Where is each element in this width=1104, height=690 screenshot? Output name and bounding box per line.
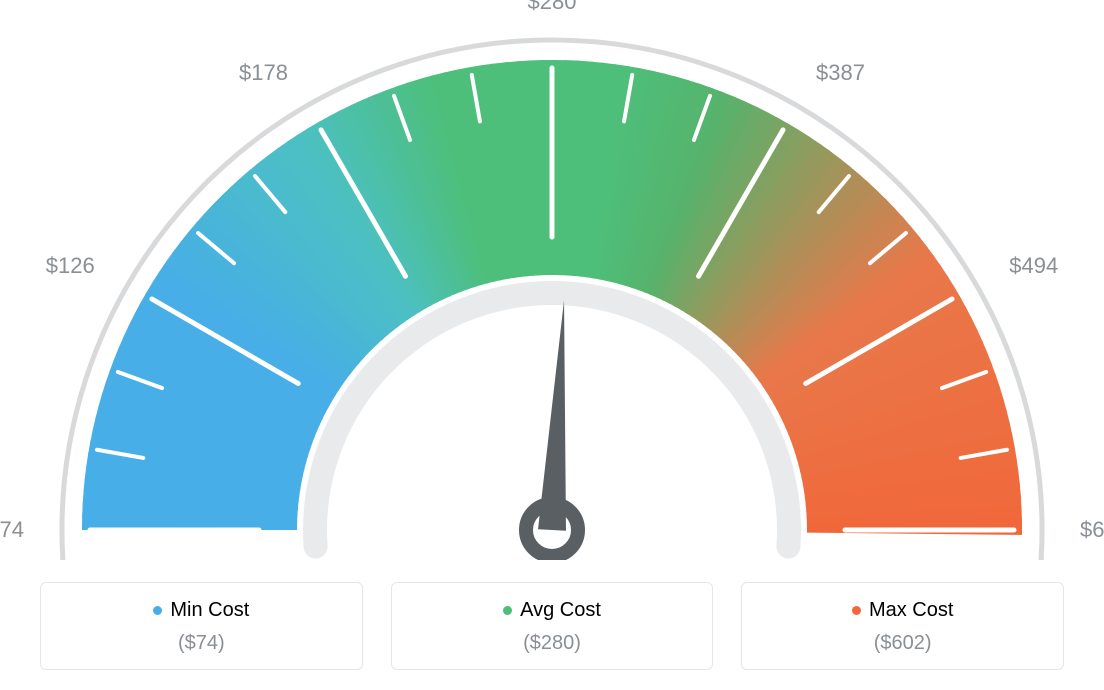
legend-title-max: Max Cost: [852, 599, 953, 622]
legend-label: Min Cost: [170, 599, 249, 622]
gauge-svg: [0, 0, 1104, 560]
legend-value: ($280): [402, 632, 703, 655]
gauge-tick-label: $494: [1009, 253, 1058, 279]
dot-icon: [503, 606, 512, 615]
dot-icon: [153, 606, 162, 615]
gauge-tick-label: $602: [1080, 517, 1104, 543]
gauge-tick-label: $280: [528, 0, 577, 15]
dot-icon: [852, 606, 861, 615]
legend-card-avg: Avg Cost ($280): [391, 582, 714, 670]
legend-row: Min Cost ($74) Avg Cost ($280) Max Cost …: [40, 582, 1064, 670]
gauge-tick-label: $178: [239, 60, 288, 86]
gauge-tick-label: $74: [0, 517, 24, 543]
legend-title-min: Min Cost: [153, 599, 249, 622]
legend-card-max: Max Cost ($602): [741, 582, 1064, 670]
legend-card-min: Min Cost ($74): [40, 582, 363, 670]
legend-label: Avg Cost: [520, 599, 601, 622]
legend-value: ($602): [752, 632, 1053, 655]
gauge-tick-label: $126: [46, 253, 95, 279]
gauge-needle: [538, 300, 566, 530]
cost-gauge-infographic: { "gauge": { "type": "gauge", "min_value…: [0, 0, 1104, 690]
legend-label: Max Cost: [869, 599, 953, 622]
gauge-tick-label: $387: [816, 60, 865, 86]
legend-value: ($74): [51, 632, 352, 655]
gauge: $74 $126 $178 $280 $387 $494 $602: [0, 0, 1104, 560]
legend-title-avg: Avg Cost: [503, 599, 601, 622]
